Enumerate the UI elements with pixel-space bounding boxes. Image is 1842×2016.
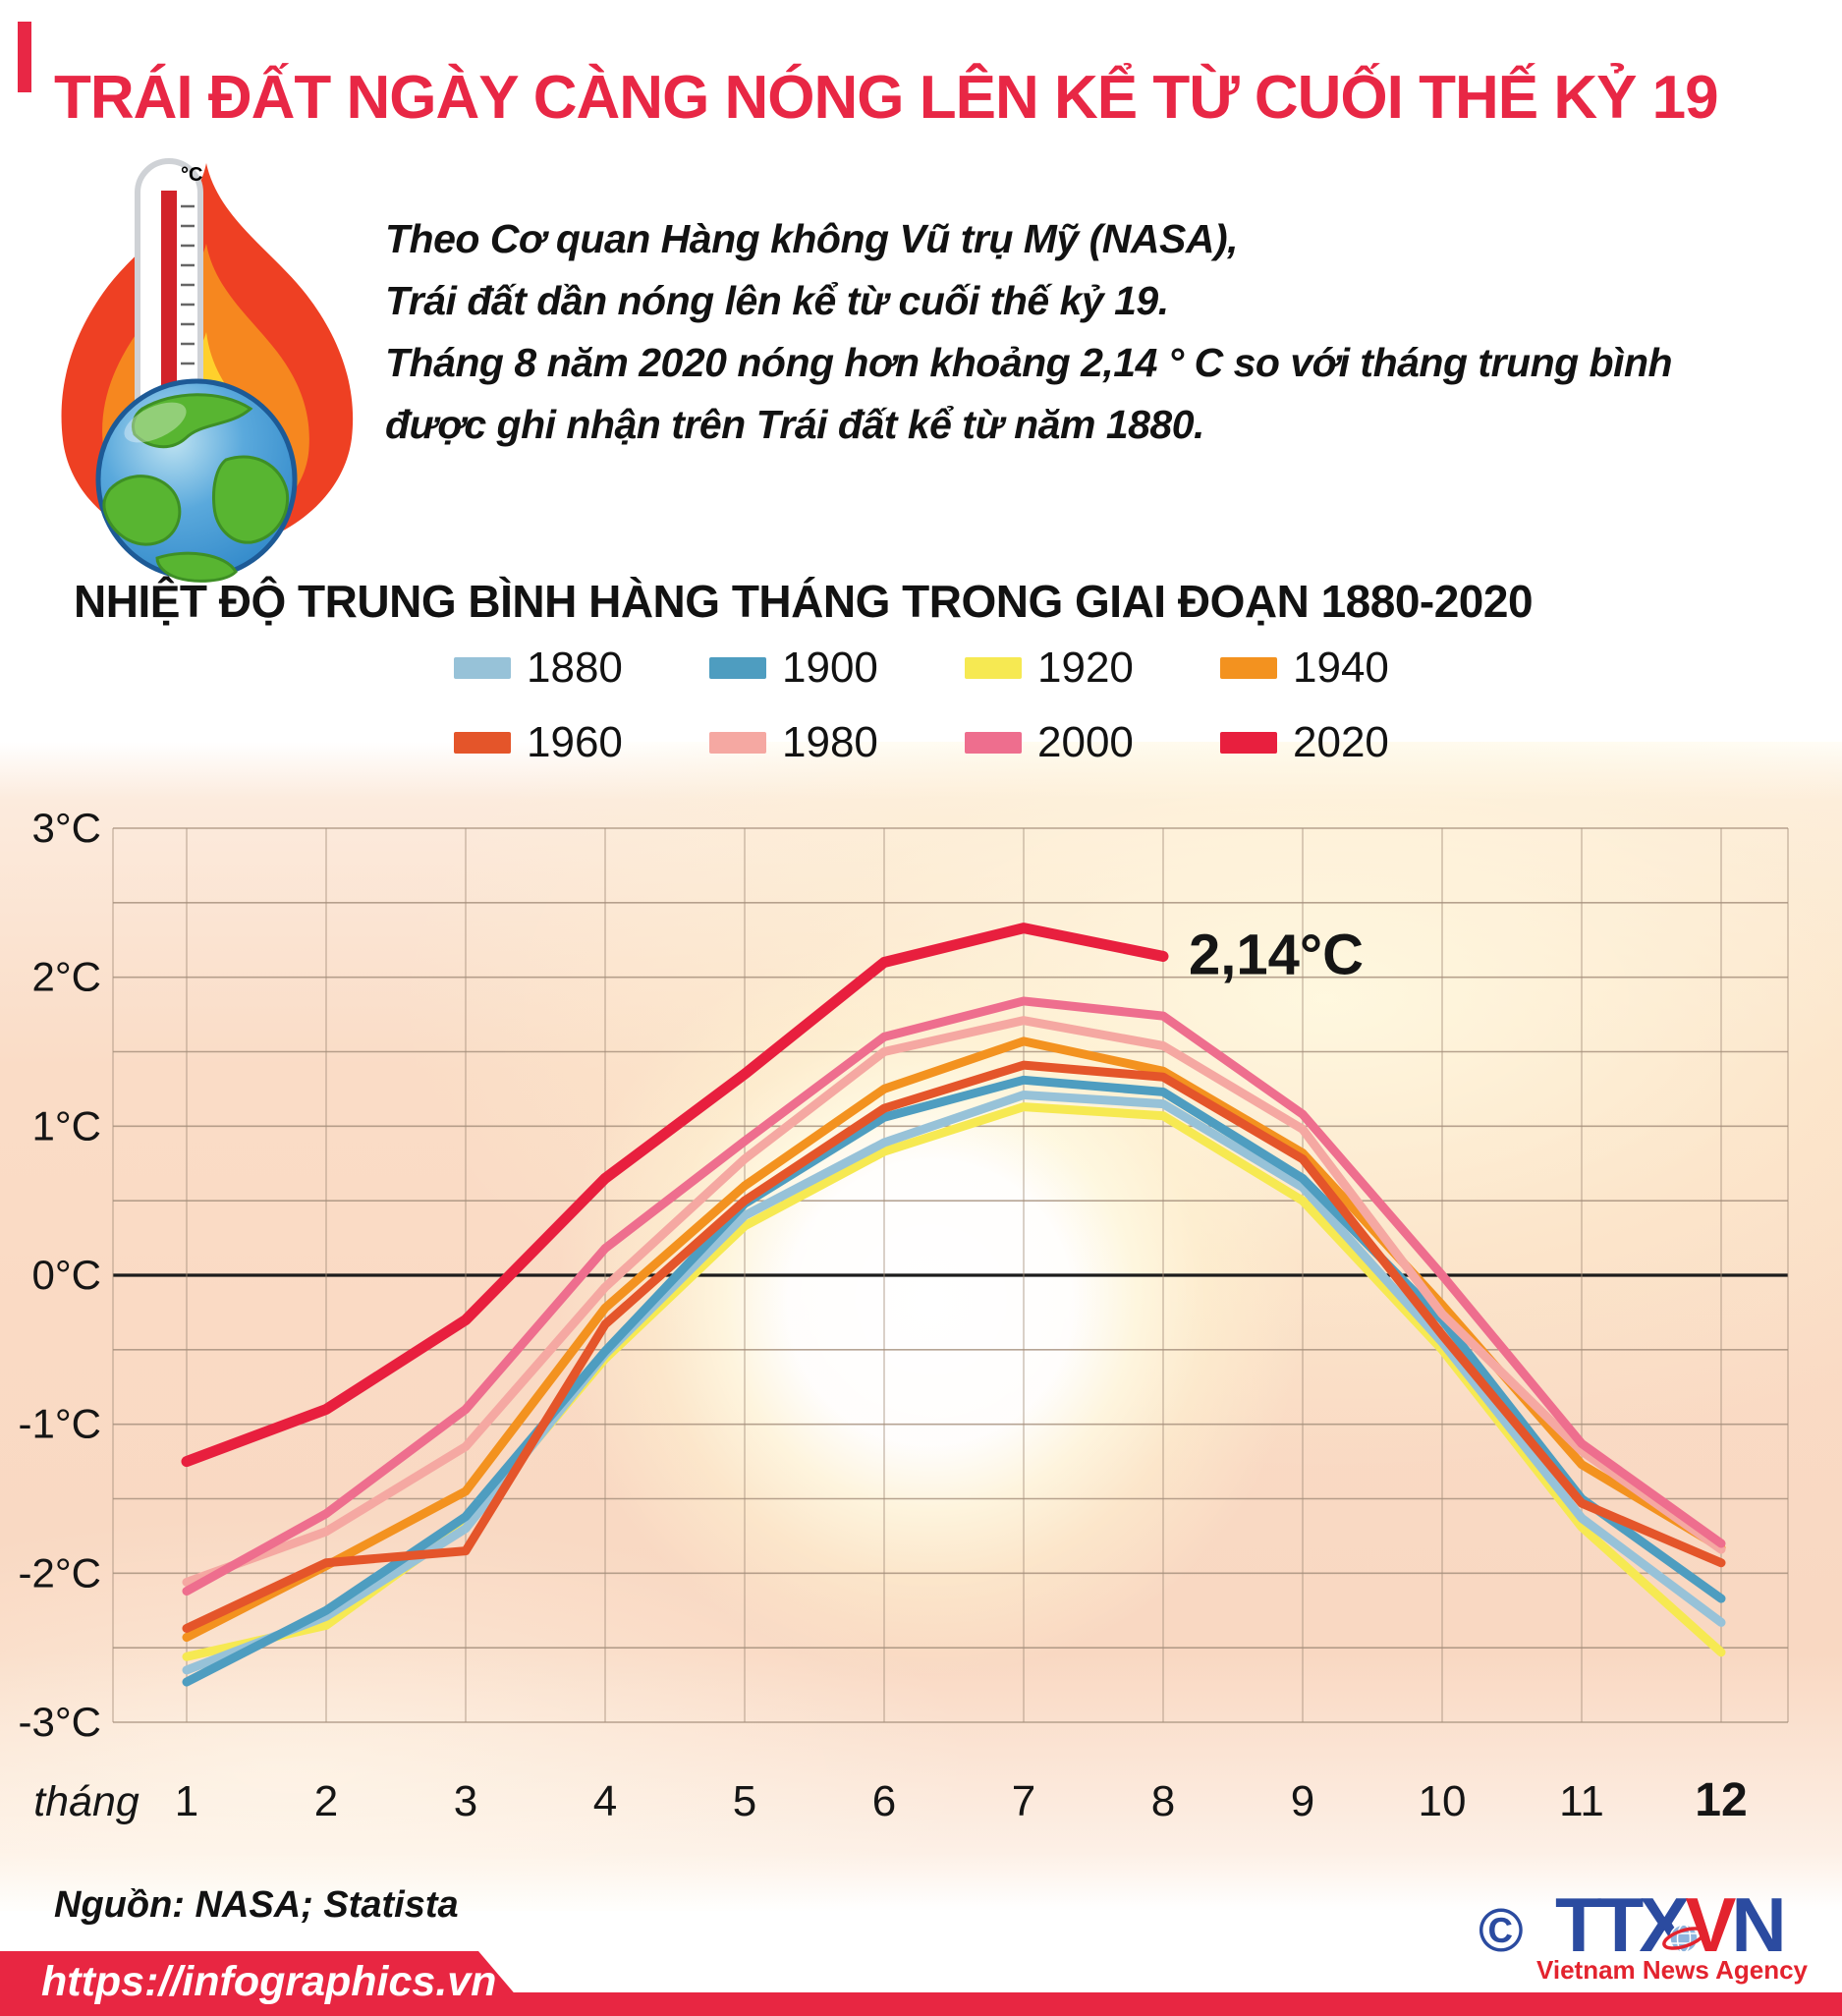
- x-tick-label: 7: [1012, 1777, 1035, 1825]
- y-tick-label: 2°C: [32, 954, 102, 1000]
- warming-illustration: °C: [20, 155, 393, 607]
- ttxvn-logo: © TTXVN Vietnam News Agency: [1479, 1881, 1808, 1985]
- series-line-1960: [182, 1060, 1726, 1633]
- x-tick-label: 9: [1291, 1777, 1314, 1825]
- website-url: https://infographics.vn: [41, 1958, 497, 2005]
- legend-label-2000: 2000: [1037, 718, 1134, 766]
- legend-label-1880: 1880: [527, 644, 623, 692]
- y-tick-label: 3°C: [32, 805, 102, 851]
- y-tick-label: -3°C: [19, 1699, 101, 1745]
- y-tick-label: 0°C: [32, 1252, 102, 1298]
- x-tick-label: 4: [593, 1777, 617, 1825]
- x-tick-label: 6: [872, 1777, 896, 1825]
- intro-line-2: Trái đất dần nóng lên kể từ cuối thế kỷ …: [385, 278, 1169, 323]
- logo-part-n: N: [1731, 1881, 1786, 1968]
- intro-line-3: Tháng 8 năm 2020 nóng hơn khoảng 2,14 ° …: [385, 340, 1673, 385]
- intro-line-4: được ghi nhận trên Trái đất kể từ năm 18…: [385, 402, 1204, 447]
- x-tick-label: 10: [1419, 1777, 1467, 1825]
- chart-title: NHIỆT ĐỘ TRUNG BÌNH HÀNG THÁNG TRONG GIA…: [74, 576, 1534, 627]
- x-axis-prefix: tháng: [33, 1778, 140, 1825]
- legend-swatch-1880: [454, 657, 511, 679]
- legend-item-1900: 1900: [709, 644, 965, 693]
- x-tick-label: 8: [1151, 1777, 1175, 1825]
- x-tick-label: 5: [733, 1777, 756, 1825]
- legend-item-2000: 2000: [965, 718, 1220, 767]
- logo-part-ttx: TTX: [1555, 1881, 1690, 1968]
- legend-swatch-1940: [1220, 657, 1277, 679]
- legend-item-1980: 1980: [709, 718, 965, 767]
- legend-label-1900: 1900: [782, 644, 878, 692]
- annotation-peak-value: 2,14°C: [1189, 923, 1364, 986]
- y-tick-label: -2°C: [19, 1549, 101, 1596]
- legend-swatch-1900: [709, 657, 766, 679]
- legend-swatch-1960: [454, 732, 511, 754]
- intro-text: Theo Cơ quan Hàng không Vũ trụ Mỹ (NASA)…: [385, 208, 1829, 456]
- legend-swatch-1920: [965, 657, 1022, 679]
- y-tick-label: -1°C: [19, 1401, 101, 1447]
- series-line-1880: [182, 1090, 1726, 1675]
- page-title: TRÁI ĐẤT NGÀY CÀNG NÓNG LÊN KỂ TỪ CUỐI T…: [54, 64, 1719, 132]
- legend-item-1920: 1920: [965, 644, 1220, 693]
- logo-subtitle: Vietnam News Agency: [1536, 1955, 1808, 1985]
- intro-line-1: Theo Cơ quan Hàng không Vũ trụ Mỹ (NASA)…: [385, 216, 1239, 261]
- ttxvn-wordmark: TTXVN: [1555, 1880, 1787, 1970]
- top-left-red-dash: [18, 22, 31, 92]
- warming-icon: °C: [61, 158, 354, 583]
- sun-glow-background: [0, 742, 1842, 1911]
- legend-row: 1880 1900 1920 1940: [454, 631, 1476, 705]
- series-line-2020: [181, 923, 1169, 1468]
- legend-item-1880: 1880: [454, 644, 709, 693]
- x-tick-label: 11: [1559, 1777, 1604, 1825]
- x-tick-label: 12: [1695, 1774, 1747, 1826]
- globe-icon: [1662, 1924, 1705, 1953]
- legend-item-1940: 1940: [1220, 644, 1476, 693]
- source-note: Nguồn: NASA; Statista: [54, 1884, 459, 1926]
- legend-swatch-2020: [1220, 732, 1277, 754]
- x-tick-label: 3: [454, 1777, 477, 1825]
- x-tick-label: 1: [175, 1777, 198, 1825]
- legend-swatch-2000: [965, 732, 1022, 754]
- series-line-2000: [182, 996, 1726, 1596]
- copyright-icon: ©: [1479, 1897, 1524, 1965]
- legend-swatch-1980: [709, 732, 766, 754]
- series-line-1900: [182, 1075, 1726, 1687]
- y-tick-label: 1°C: [32, 1102, 102, 1148]
- earth-icon: [95, 378, 298, 583]
- series-line-1980: [182, 1016, 1726, 1587]
- legend-label-1920: 1920: [1037, 644, 1134, 692]
- legend-row: 1960 1980 2000 2020: [454, 705, 1476, 780]
- thermometer-unit-label: °C: [181, 164, 202, 186]
- logo-part-v: V: [1685, 1881, 1736, 1968]
- legend-item-2020: 2020: [1220, 718, 1476, 767]
- legend-label-1940: 1940: [1293, 644, 1389, 692]
- legend-item-1960: 1960: [454, 718, 709, 767]
- bottom-red-block: https://infographics.vn: [0, 1951, 514, 2016]
- legend-label-1980: 1980: [782, 718, 878, 766]
- legend: 1880 1900 1920 1940 1960 1980 2000 2020: [454, 631, 1476, 780]
- x-tick-label: 2: [314, 1777, 338, 1825]
- legend-label-1960: 1960: [527, 718, 623, 766]
- legend-label-2020: 2020: [1293, 718, 1389, 766]
